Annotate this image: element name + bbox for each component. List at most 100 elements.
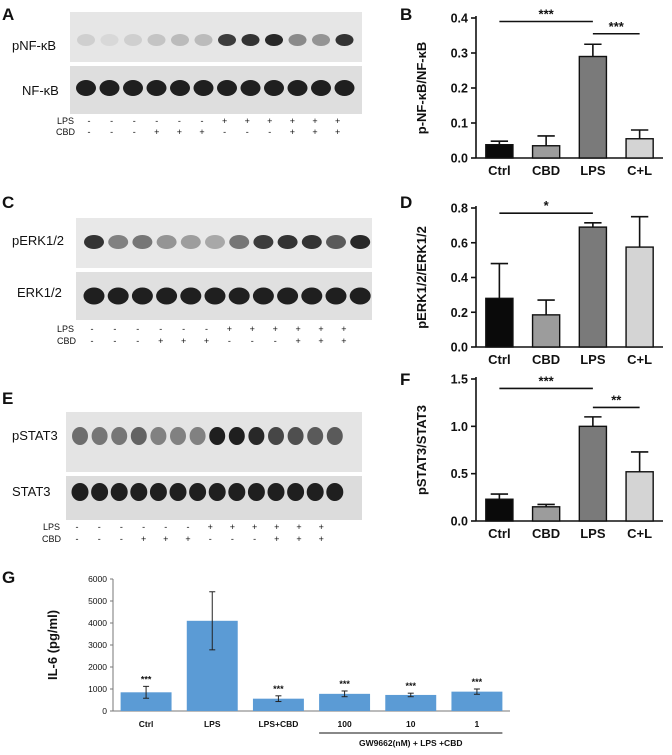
total-band <box>306 483 324 501</box>
y-tick-label: 0.0 <box>451 152 468 166</box>
cbd-sign: - <box>228 336 231 346</box>
y-tick-label: 0 <box>102 706 107 716</box>
bar <box>625 471 654 522</box>
cbd-sign: - <box>223 127 226 137</box>
total-band <box>277 287 299 305</box>
y-tick-label: 5000 <box>88 596 107 606</box>
y-tick-label: 0.8 <box>451 202 468 216</box>
y-tick-label: 0.1 <box>451 117 468 131</box>
lps-sign: - <box>164 522 167 532</box>
total-band <box>149 483 167 501</box>
significance-label: *** <box>609 19 625 34</box>
lps-sign: - <box>98 522 101 532</box>
blot-c-lps-label: LPS <box>57 324 74 334</box>
lps-sign: - <box>133 116 136 126</box>
phospho-band <box>84 235 104 249</box>
total-band <box>240 80 261 96</box>
cbd-sign: - <box>91 336 94 346</box>
phospho-band <box>72 427 88 445</box>
phospho-band <box>111 427 128 445</box>
y-tick-label: 2000 <box>88 662 107 672</box>
bar <box>578 226 608 348</box>
total-band <box>217 80 237 96</box>
bar <box>578 55 608 159</box>
lps-sign: + <box>318 324 323 334</box>
total-band <box>146 80 167 96</box>
lps-sign: + <box>245 116 250 126</box>
y-tick-label: 3000 <box>88 640 107 650</box>
total-band <box>287 483 305 501</box>
category-label: LPS <box>580 352 606 367</box>
y-tick-label: 0.5 <box>451 467 468 481</box>
panel-label-d: D <box>400 193 412 212</box>
lps-sign: + <box>290 116 295 126</box>
blot-c-total-label: ERK1/2 <box>17 285 62 300</box>
bar <box>578 425 608 522</box>
phospho-band <box>265 34 283 46</box>
cbd-sign: + <box>154 127 159 137</box>
cbd-sign: + <box>335 127 340 137</box>
lps-sign: - <box>136 324 139 334</box>
cbd-sign: - <box>231 534 234 544</box>
significance-label: *** <box>539 373 555 388</box>
cbd-sign: + <box>295 336 300 346</box>
lps-sign: - <box>205 324 208 334</box>
y-tick-label: 0.0 <box>451 341 468 355</box>
phospho-band <box>147 34 166 46</box>
bar <box>485 297 514 348</box>
cbd-sign: + <box>158 336 163 346</box>
phospho-band <box>170 427 186 445</box>
y-tick-label: 6000 <box>88 574 107 584</box>
bar <box>531 314 561 348</box>
y-tick-label: 0.3 <box>451 47 468 61</box>
panel-label-a: A <box>2 5 14 24</box>
chart-d: pERK1/2/ERK1/2 0.0 0.2 0.4 0.6 0.8 Ctrl CBD LPS C… <box>414 198 663 367</box>
bar <box>385 694 437 711</box>
total-band <box>123 80 143 96</box>
lps-sign: - <box>201 116 204 126</box>
y-tick-label: 4000 <box>88 618 107 628</box>
group-label: GW9662(nM) + LPS +CBD <box>359 738 462 748</box>
bar <box>252 698 304 711</box>
phospho-band <box>209 427 226 445</box>
lps-sign: - <box>76 522 79 532</box>
y-tick-label: 0.6 <box>451 236 468 250</box>
total-band <box>156 287 178 305</box>
total-band <box>76 80 96 96</box>
category-label: CBD <box>532 526 560 541</box>
total-band <box>71 483 89 501</box>
lps-sign: + <box>267 116 272 126</box>
total-band <box>131 287 153 305</box>
lps-sign: + <box>295 324 300 334</box>
lps-sign: + <box>227 324 232 334</box>
blot-e-phospho-label: pSTAT3 <box>12 428 58 443</box>
cbd-sign: + <box>341 336 346 346</box>
cbd-sign: + <box>274 534 279 544</box>
blot-c-cbd-label: CBD <box>57 336 77 346</box>
cbd-sign: + <box>177 127 182 137</box>
total-band <box>107 287 129 305</box>
phospho-band <box>180 235 201 249</box>
cbd-sign: + <box>185 534 190 544</box>
y-tick-label: 1.0 <box>451 420 468 434</box>
phospho-band <box>350 235 371 249</box>
total-band <box>301 287 323 305</box>
bar <box>451 691 503 711</box>
lps-sign: - <box>182 324 185 334</box>
significance-label: *** <box>141 674 152 684</box>
western-blot-e: pSTAT3 STAT3 LPS CBD - - - - - - + + + + + + - - - + + + -… <box>12 412 362 544</box>
category-label: 100 <box>337 719 351 729</box>
blot-e-lps-label: LPS <box>43 522 60 532</box>
lps-sign: + <box>273 324 278 334</box>
lps-sign: - <box>91 324 94 334</box>
total-band <box>334 80 355 96</box>
phospho-band <box>288 34 307 46</box>
cbd-sign: - <box>88 127 91 137</box>
blot-a-lps-label: LPS <box>57 116 74 126</box>
category-label: Ctrl <box>488 163 510 178</box>
phospho-band <box>307 427 324 445</box>
significance-label: * <box>544 198 550 213</box>
phospho-band <box>189 427 206 445</box>
